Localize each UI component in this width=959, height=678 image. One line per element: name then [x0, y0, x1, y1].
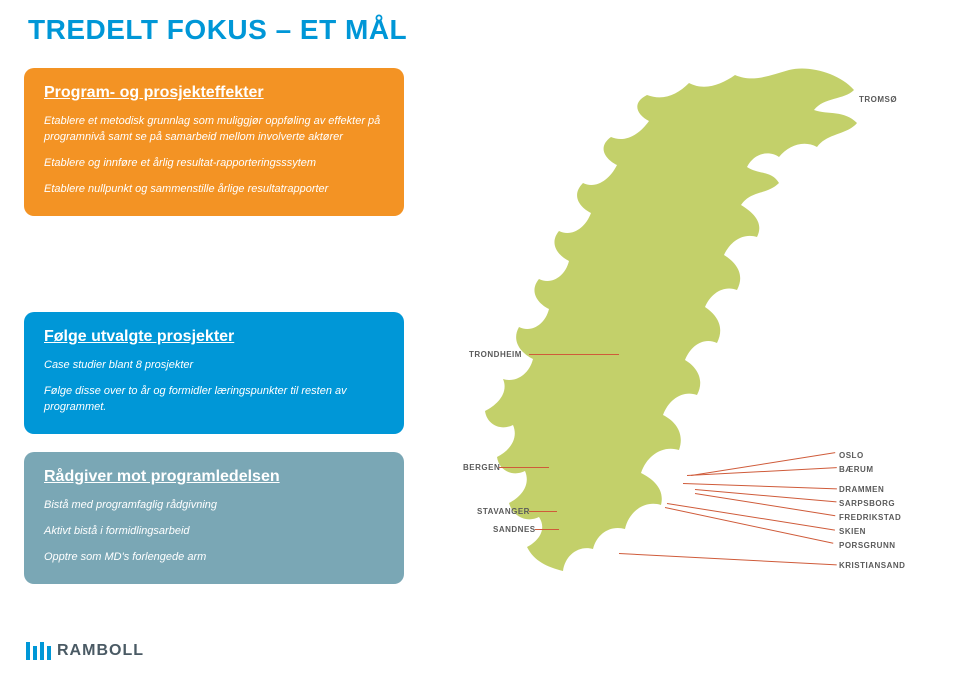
logo: RAMBOLL [26, 642, 144, 660]
card-advisor: Rådgiver mot programledelsen Bistå med p… [24, 452, 404, 584]
card1-title: Program- og prosjekteffekter [44, 84, 384, 102]
card3-p3: Opptre som MD's forlengede arm [44, 550, 384, 566]
label-bergen: BERGEN [463, 463, 500, 472]
pointer-trondheim [529, 354, 619, 355]
card2-p1: Case studier blant 8 prosjekter [44, 358, 384, 374]
label-skien: SKIEN [839, 527, 866, 536]
card1-p2: Etablere og innføre et årlig resultat-ra… [44, 156, 384, 172]
page-title: TREDELT FOKUS – ET MÅL [28, 14, 407, 46]
card1-p1: Etablere et metodisk grunnlag som muligg… [44, 114, 384, 146]
card2-title: Følge utvalgte prosjekter [44, 328, 384, 346]
logo-text: RAMBOLL [57, 642, 144, 660]
card1-p3: Etablere nullpunkt og sammenstille årlig… [44, 182, 384, 198]
logo-mark-icon [26, 642, 51, 660]
pointer-bergen [499, 467, 549, 468]
label-oslo: OSLO [839, 451, 864, 460]
label-trondheim: TRONDHEIM [469, 350, 522, 359]
card-follow-projects: Følge utvalgte prosjekter Case studier b… [24, 312, 404, 434]
card3-p2: Aktivt bistå i formidlingsarbeid [44, 524, 384, 540]
card3-p1: Bistå med programfaglig rådgivning [44, 498, 384, 514]
label-porsgrunn: PORSGRUNN [839, 541, 896, 550]
label-stavanger: STAVANGER [477, 507, 530, 516]
pointer-sandnes [535, 529, 559, 530]
label-drammen: DRAMMEN [839, 485, 884, 494]
pointer-stavanger [529, 511, 557, 512]
label-baerum: BÆRUM [839, 465, 874, 474]
label-fredrikstad: FREDRIKSTAD [839, 513, 901, 522]
label-sandnes: SANDNES [493, 525, 536, 534]
label-kristiansand: KRISTIANSAND [839, 561, 905, 570]
norway-shape [485, 69, 857, 571]
label-sarpsborg: SARPSBORG [839, 499, 895, 508]
card3-title: Rådgiver mot programledelsen [44, 468, 384, 486]
label-tromso: TROMSØ [859, 95, 897, 104]
card2-p2: Følge disse over to år og formidler læri… [44, 384, 384, 416]
norway-map: TROMSØ TRONDHEIM BERGEN STAVANGER SANDNE… [439, 55, 939, 615]
card-program-effects: Program- og prosjekteffekter Etablere et… [24, 68, 404, 216]
